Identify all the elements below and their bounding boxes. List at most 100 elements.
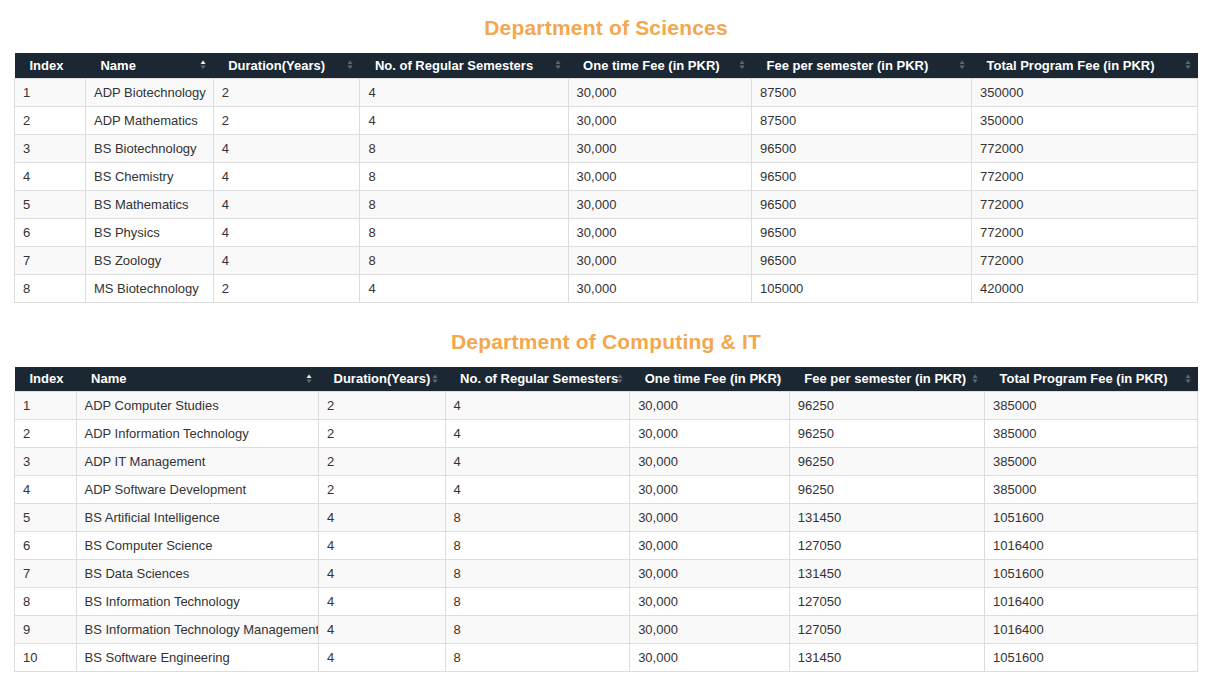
cell-total-fee: 350000 xyxy=(972,78,1198,106)
cell-duration: 4 xyxy=(319,644,446,672)
cell-total-fee: 1051600 xyxy=(985,504,1198,532)
cell-semesters: 4 xyxy=(445,420,630,448)
sciences-fee-table: IndexName▲▼Duration(Years)▲▼No. of Regul… xyxy=(14,53,1198,303)
table-row: 6BS Computer Science4830,000127050101640… xyxy=(15,532,1198,560)
cell-name: ADP Mathematics xyxy=(85,106,213,134)
sort-down-icon: ▼ xyxy=(346,65,354,70)
cell-total-fee: 772000 xyxy=(972,162,1198,190)
cell-semesters: 4 xyxy=(360,78,568,106)
cell-one-time-fee: 30,000 xyxy=(630,588,790,616)
column-header-fee-per-semester[interactable]: Fee per semester (in PKR)▲▼ xyxy=(751,53,971,78)
table-row: 1ADP Computer Studies2430,00096250385000 xyxy=(15,392,1198,420)
cell-fee-per-semester: 96500 xyxy=(751,190,971,218)
cell-name: BS Mathematics xyxy=(85,190,213,218)
cell-fee-per-semester: 96250 xyxy=(789,420,984,448)
sort-icon: ▲▼ xyxy=(617,374,623,384)
cell-semesters: 4 xyxy=(360,274,568,302)
fee-structure-page: Department of Sciences IndexName▲▼Durati… xyxy=(0,0,1222,682)
cell-name: BS Biotechnology xyxy=(85,134,213,162)
cell-index: 7 xyxy=(15,560,77,588)
column-header-name[interactable]: Name▲▼ xyxy=(85,53,213,78)
cell-name: ADP Computer Studies xyxy=(76,392,319,420)
cell-index: 2 xyxy=(15,420,77,448)
column-label: Index xyxy=(30,58,64,73)
column-header-semesters[interactable]: No. of Regular Semesters▲▼ xyxy=(445,367,630,392)
cell-one-time-fee: 30,000 xyxy=(630,504,790,532)
column-header-duration[interactable]: Duration(Years)▲▼ xyxy=(319,367,446,392)
sort-down-icon: ▼ xyxy=(554,65,562,70)
cell-index: 4 xyxy=(15,476,77,504)
cell-semesters: 8 xyxy=(360,246,568,274)
sort-icon: ▲▼ xyxy=(306,374,312,384)
column-header-total-fee[interactable]: Total Program Fee (in PKR)▲▼ xyxy=(972,53,1198,78)
cell-one-time-fee: 30,000 xyxy=(630,532,790,560)
column-label: No. of Regular Semesters xyxy=(375,58,533,73)
table-row: 6BS Physics4830,00096500772000 xyxy=(15,218,1198,246)
cell-index: 6 xyxy=(15,532,77,560)
cell-name: BS Computer Science xyxy=(76,532,319,560)
sort-icon: ▲▼ xyxy=(959,60,965,70)
column-header-fee-per-semester[interactable]: Fee per semester (in PKR)▲▼ xyxy=(789,367,984,392)
cell-total-fee: 420000 xyxy=(972,274,1198,302)
cell-name: BS Information Technology Management xyxy=(76,616,319,644)
cell-total-fee: 1016400 xyxy=(985,616,1198,644)
column-header-semesters[interactable]: No. of Regular Semesters ▲▼ xyxy=(360,53,568,78)
cell-total-fee: 772000 xyxy=(972,218,1198,246)
column-label: Fee per semester (in PKR) xyxy=(804,371,966,386)
column-label: No. of Regular Semesters xyxy=(460,371,618,386)
cell-duration: 4 xyxy=(319,560,446,588)
cell-duration: 4 xyxy=(319,504,446,532)
cell-name: BS Information Technology xyxy=(76,588,319,616)
column-header-index: Index xyxy=(15,53,86,78)
cell-duration: 4 xyxy=(319,588,446,616)
cell-one-time-fee: 30,000 xyxy=(630,476,790,504)
cell-one-time-fee: 30,000 xyxy=(568,246,751,274)
cell-semesters: 8 xyxy=(360,218,568,246)
cell-duration: 4 xyxy=(213,190,360,218)
cell-index: 7 xyxy=(15,246,86,274)
cell-fee-per-semester: 96500 xyxy=(751,218,971,246)
column-label: Duration(Years) xyxy=(334,371,431,386)
table-row: 7BS Zoology4830,00096500772000 xyxy=(15,246,1198,274)
cell-fee-per-semester: 96250 xyxy=(789,392,984,420)
cell-duration: 2 xyxy=(319,392,446,420)
cell-index: 6 xyxy=(15,218,86,246)
cell-one-time-fee: 30,000 xyxy=(630,616,790,644)
sort-icon: ▲▼ xyxy=(1185,60,1191,70)
section-sciences: Department of Sciences Index Name▲▼Durati… xyxy=(14,16,1198,303)
sort-down-icon: ▼ xyxy=(958,65,966,70)
cell-total-fee: 1016400 xyxy=(985,588,1198,616)
column-header-duration[interactable]: Duration(Years)▲▼ xyxy=(213,53,360,78)
cell-name: BS Data Sciences xyxy=(76,560,319,588)
column-header-one-time-fee[interactable]: One time Fee (in PKR)▲▼ xyxy=(568,53,751,78)
column-header-name[interactable]: Name▲▼ xyxy=(76,367,319,392)
cell-index: 8 xyxy=(15,274,86,302)
column-header-one-time-fee[interactable]: One time Fee (in PKR)▲▼ xyxy=(630,367,790,392)
cell-total-fee: 772000 xyxy=(972,134,1198,162)
cell-total-fee: 1051600 xyxy=(985,560,1198,588)
cell-fee-per-semester: 127050 xyxy=(789,532,984,560)
cell-name: BS Software Engineering xyxy=(76,644,319,672)
cell-name: ADP Information Technology xyxy=(76,420,319,448)
sort-down-icon: ▼ xyxy=(971,379,979,384)
sort-down-icon: ▼ xyxy=(305,379,313,384)
cell-one-time-fee: 30,000 xyxy=(568,190,751,218)
cell-one-time-fee: 30,000 xyxy=(568,78,751,106)
column-header-total-fee[interactable]: Total Program Fee (in PKR)▲▼ xyxy=(985,367,1198,392)
section-title-sciences: Department of Sciences xyxy=(14,16,1198,40)
table-row: 3BS Biotechnology4830,00096500772000 xyxy=(15,134,1198,162)
cell-fee-per-semester: 87500 xyxy=(751,78,971,106)
cell-index: 10 xyxy=(15,644,77,672)
sort-icon: ▲▼ xyxy=(432,374,438,384)
cell-semesters: 4 xyxy=(445,476,630,504)
sort-icon: ▲▼ xyxy=(776,374,782,384)
section-computing-it: Department of Computing & IT IndexName▲▼… xyxy=(14,330,1198,673)
sort-down-icon: ▼ xyxy=(1184,379,1192,384)
cell-duration: 4 xyxy=(213,134,360,162)
sort-icon: ▲▼ xyxy=(555,60,561,70)
cell-fee-per-semester: 96500 xyxy=(751,246,971,274)
header-row: IndexName▲▼Duration(Years)▲▼No. of Regul… xyxy=(15,367,1198,392)
cell-fee-per-semester: 87500 xyxy=(751,106,971,134)
sort-down-icon: ▼ xyxy=(737,65,745,70)
cell-one-time-fee: 30,000 xyxy=(568,134,751,162)
